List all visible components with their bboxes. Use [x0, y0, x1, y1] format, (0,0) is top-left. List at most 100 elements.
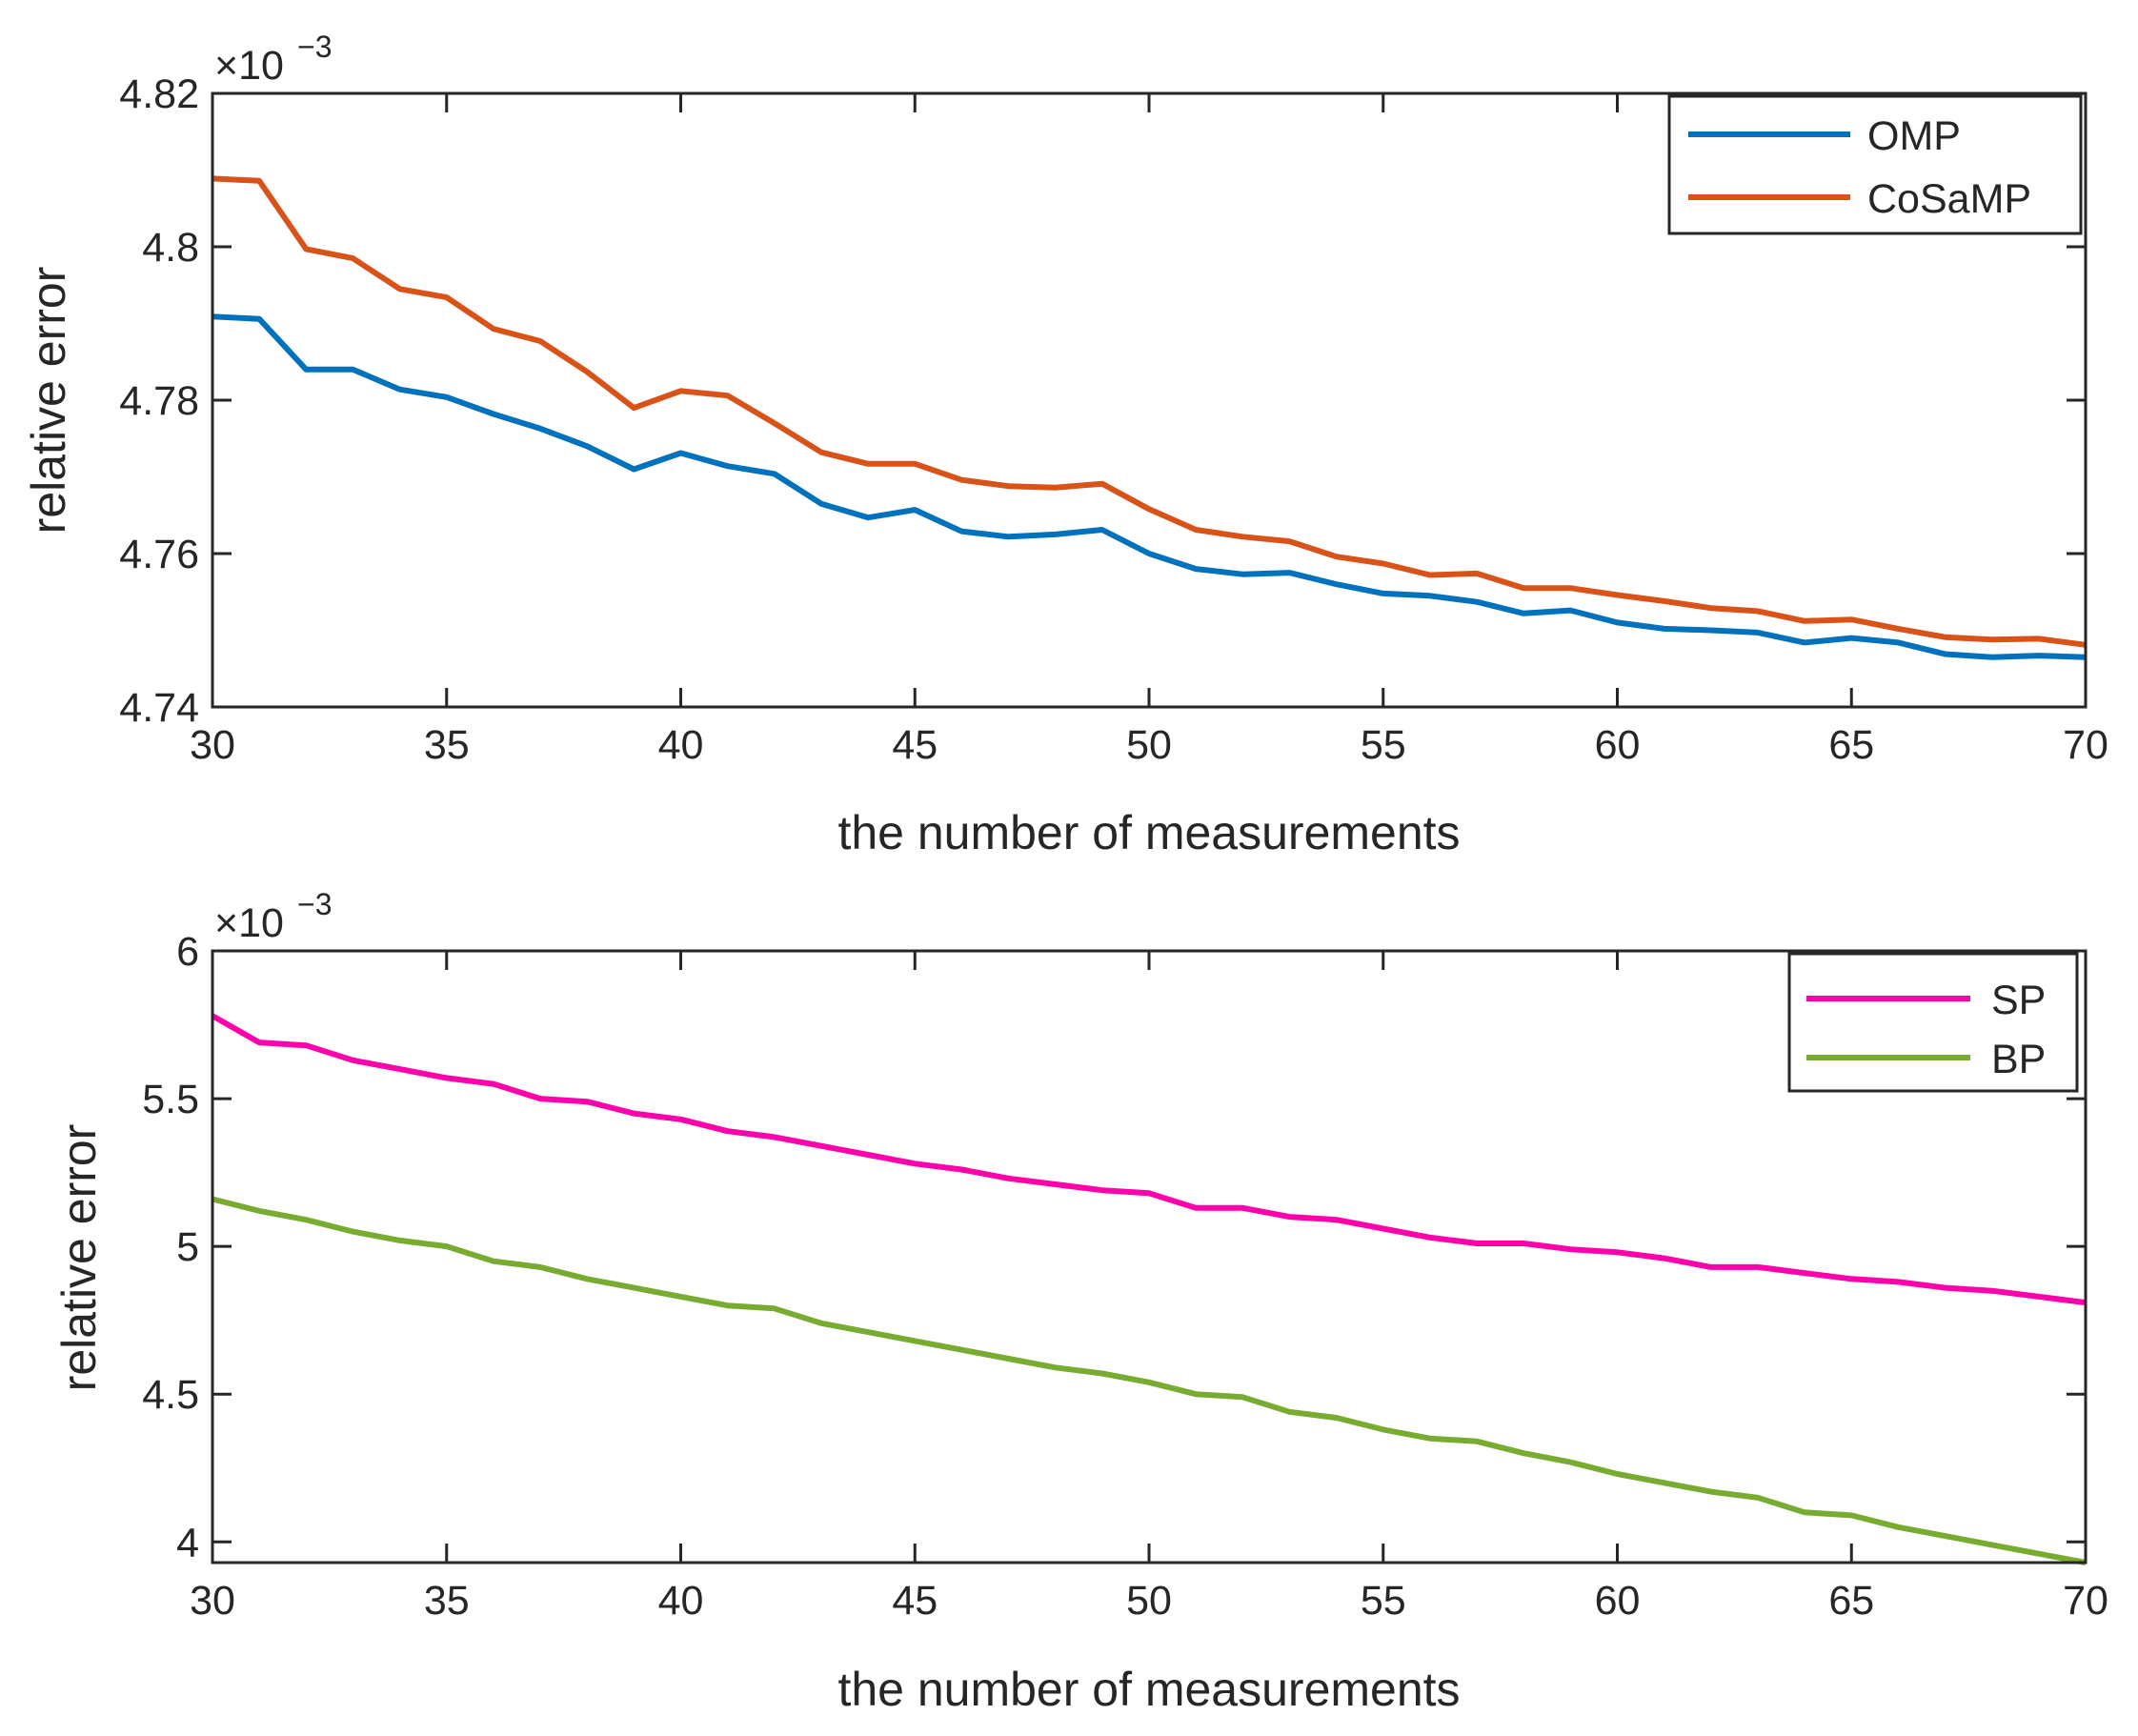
chart-top-point-cosamp-49 [1101, 483, 1103, 485]
chart-bottom-point-sp-65 [1850, 1278, 1852, 1280]
chart-top-point-omp-41 [727, 465, 729, 467]
chart-bottom-legend-box [1787, 952, 2079, 1093]
chart-bottom-point-bp-39 [633, 1287, 635, 1289]
chart-top-x-tick-label-65: 65 [1828, 722, 1874, 768]
chart-bottom-series-layer [211, 1013, 2087, 1565]
chart-bottom-x-tick-label-55: 55 [1361, 1578, 1406, 1624]
chart-bottom-exponent-power: −3 [297, 887, 332, 921]
chart-top-y-axis-label: relative error [22, 267, 75, 535]
chart-top-point-cosamp-48 [1055, 487, 1057, 489]
chart-bottom-point-sp-67 [1945, 1287, 1946, 1289]
chart-top-point-cosamp-47 [1008, 485, 1009, 487]
chart-top-point-cosamp-68 [1991, 638, 1993, 640]
chart-bottom-y-axis-label: relative error [52, 1124, 106, 1392]
chart-bottom-point-sp-48 [1055, 1183, 1057, 1185]
chart-top-x-tick-label-35: 35 [424, 722, 470, 768]
chart-bottom-x-tick-label-60: 60 [1595, 1578, 1641, 1624]
chart-bottom-point-sp-45 [914, 1162, 916, 1164]
chart-top-exponent-power: −3 [297, 30, 332, 64]
chart-bottom-point-bp-44 [867, 1331, 869, 1333]
chart-top-x-tick-label-40: 40 [658, 722, 704, 768]
chart-bottom-legend: SP BP [1787, 952, 2079, 1093]
chart-top-legend-box [1667, 94, 2083, 235]
chart-top-point-omp-49 [1101, 529, 1103, 531]
chart-top-exponent-base: ×10 [214, 43, 284, 89]
chart-top-point-cosamp-45 [914, 463, 916, 465]
chart-bottom-point-bp-59 [1569, 1462, 1571, 1463]
chart-bottom-point-sp-38 [586, 1100, 588, 1102]
chart-top-point-omp-57 [1476, 601, 1478, 603]
chart-top-point-cosamp-52 [1241, 535, 1243, 537]
chart-top-point-cosamp-54 [1336, 555, 1338, 557]
chart-top-point-cosamp-39 [633, 407, 635, 409]
chart-bottom-point-bp-68 [1991, 1544, 1993, 1545]
chart-bottom-point-sp-47 [1008, 1178, 1009, 1180]
chart-top-point-omp-52 [1241, 574, 1243, 575]
chart-top-point-cosamp-51 [1195, 529, 1197, 531]
chart-bottom-x-tick-label-35: 35 [424, 1578, 470, 1624]
chart-top-point-omp-34 [399, 389, 401, 391]
chart-top-x-tick-label-70: 70 [2063, 722, 2108, 768]
chart-bottom-plot-area [212, 951, 2086, 1563]
chart-bottom-point-bp-50 [1148, 1382, 1150, 1383]
chart-top-point-cosamp-67 [1945, 636, 1946, 638]
chart-top-point-cosamp-43 [820, 452, 822, 454]
chart-bottom-point-bp-35 [446, 1245, 448, 1247]
chart-bottom-point-bp-46 [960, 1349, 962, 1351]
chart-bottom-x-tick-label-30: 30 [190, 1578, 235, 1624]
chart-bottom-point-sp-40 [680, 1119, 681, 1120]
chart-top-point-omp-45 [914, 509, 916, 511]
chart-top-y-tick-label-4.74: 4.74 [119, 685, 199, 731]
chart-bottom-point-bp-49 [1101, 1373, 1103, 1374]
chart-top-point-cosamp-37 [539, 340, 541, 342]
chart-top-point-omp-44 [867, 516, 869, 518]
chart-bottom-point-bp-32 [305, 1219, 307, 1221]
chart-bottom-y-tick-label-6: 6 [176, 929, 199, 975]
chart-bottom-point-sp-46 [960, 1169, 962, 1170]
chart-bottom-point-bp-41 [727, 1304, 729, 1306]
chart-bottom-exponent-base: ×10 [214, 900, 284, 946]
chart-bottom-y-exponent: ×10 −3 [214, 887, 332, 946]
chart-top-point-omp-46 [960, 531, 962, 533]
chart-top-x-tick-label-60: 60 [1595, 722, 1641, 768]
chart-bottom-x-tick-label-70: 70 [2063, 1578, 2108, 1624]
chart-bottom-legend-label-bp: BP [1991, 1037, 2046, 1082]
chart-bottom-point-bp-45 [914, 1340, 916, 1342]
chart-top-point-omp-38 [586, 445, 588, 447]
chart-bottom-point-bp-53 [1288, 1411, 1290, 1413]
chart-top-y-tick-label-4.78: 4.78 [119, 378, 199, 424]
chart-bottom-point-sp-60 [1617, 1251, 1618, 1253]
chart-bottom-legend-label-sp: SP [1991, 978, 2046, 1023]
chart-top-point-omp-56 [1429, 595, 1431, 596]
chart-bottom-point-bp-37 [539, 1266, 541, 1268]
chart-top-point-omp-37 [539, 428, 541, 430]
chart-top-y-exponent: ×10 −3 [214, 30, 332, 89]
chart-bottom-point-bp-66 [1897, 1526, 1899, 1528]
chart-top-point-omp-35 [446, 396, 448, 398]
chart-top-point-omp-54 [1336, 583, 1338, 585]
chart-bottom-ticks-layer: 30 35 40 45 50 55 60 65 70 4 4.5 5 5.5 6 [142, 929, 2108, 1624]
chart-top-point-cosamp-57 [1476, 573, 1478, 575]
chart-top-x-tick-label-45: 45 [892, 722, 938, 768]
chart-bottom-point-sp-39 [633, 1113, 635, 1115]
chart-bottom-point-sp-51 [1195, 1207, 1197, 1209]
chart-top-ticks-layer: 30 35 40 45 50 55 60 65 70 4.74 4.76 4.78 4.8 4.82 [119, 71, 2108, 768]
chart-top-point-omp-40 [680, 453, 681, 454]
chart-bottom-point-sp-50 [1148, 1192, 1150, 1194]
chart-bottom-point-sp-36 [493, 1083, 494, 1085]
chart-bottom-y-tick-label-4.5: 4.5 [142, 1372, 199, 1418]
chart-bottom-point-bp-58 [1523, 1452, 1524, 1454]
chart-bottom-point-sp-32 [305, 1044, 307, 1046]
chart-top-point-cosamp-34 [399, 288, 401, 290]
chart-bottom-point-sp-54 [1336, 1219, 1338, 1221]
chart-top-point-cosamp-35 [446, 296, 448, 298]
chart-top-y-tick-label-4.8: 4.8 [142, 225, 199, 271]
chart-top-point-omp-39 [633, 469, 635, 470]
chart-bottom-point-sp-68 [1991, 1290, 1993, 1292]
chart-bottom-point-sp-69 [2038, 1296, 2040, 1298]
chart-top-point-omp-65 [1850, 637, 1852, 639]
chart-bottom-x-tick-label-40: 40 [658, 1578, 704, 1624]
chart-bottom-point-bp-54 [1336, 1417, 1338, 1419]
chart-bottom: 30 35 40 45 50 55 60 65 70 4 4.5 5 5.5 6 ×10 −3 the n… [52, 887, 2108, 1716]
